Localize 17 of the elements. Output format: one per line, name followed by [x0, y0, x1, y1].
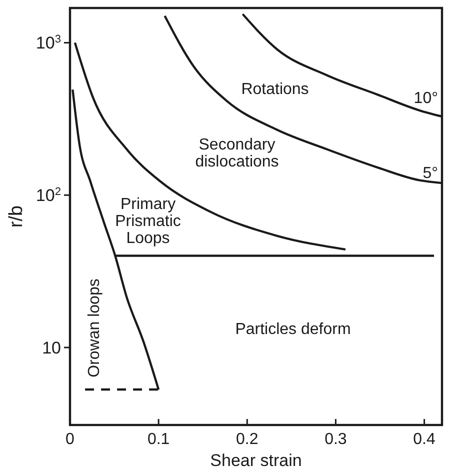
annotation: 10° [414, 90, 438, 107]
annotation: Rotations [241, 81, 309, 98]
x-tick-label: 0.1 [147, 431, 170, 448]
annotation: Particles deform [235, 321, 351, 338]
x-axis-title: Shear strain [210, 451, 302, 470]
y-tick-label: 10$^{3}$ [36, 34, 61, 53]
annotation: Secondary dislocations [195, 136, 279, 170]
x-tick-label: 0.2 [236, 431, 258, 448]
annotation: Primary Prismatic Loops [115, 196, 181, 247]
annotation: Orowan loops [86, 278, 103, 378]
x-tick-label: 0.3 [324, 431, 347, 448]
y-axis-title: r/b [6, 205, 27, 228]
annotation: 5° [422, 165, 438, 182]
y-tick-label: 10 [42, 338, 61, 358]
x-tick-label: 0 [66, 431, 75, 448]
x-tick-label: 0.4 [413, 431, 436, 448]
y-tick-label: 10$^{2}$ [36, 186, 61, 206]
